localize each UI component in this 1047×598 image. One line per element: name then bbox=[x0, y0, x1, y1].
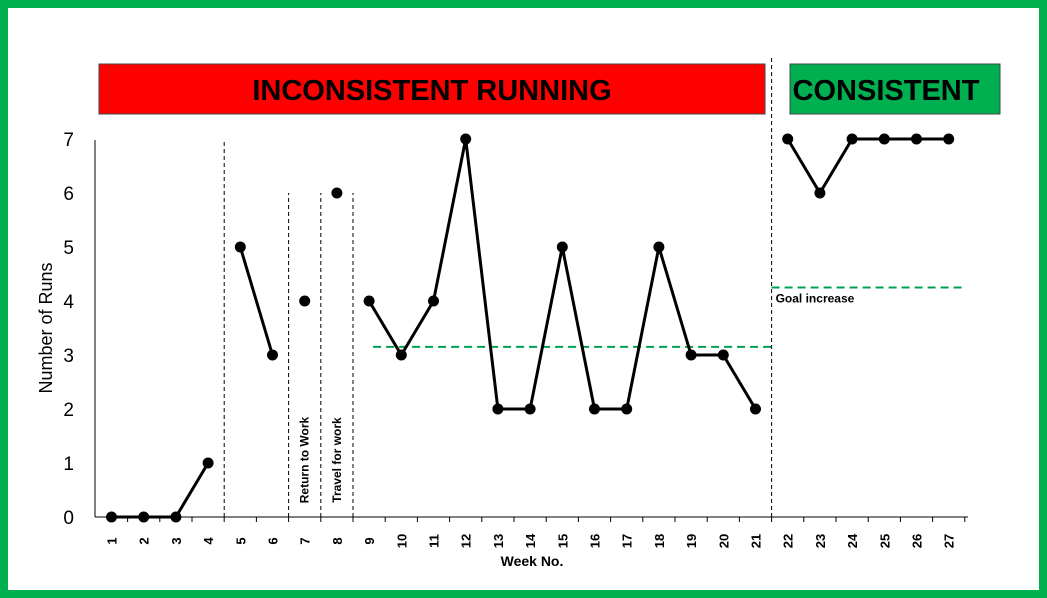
data-point bbox=[460, 133, 472, 145]
data-point bbox=[621, 403, 633, 415]
x-tick-label: 4 bbox=[201, 537, 216, 545]
x-tick-label: 12 bbox=[459, 534, 474, 548]
series-segment bbox=[367, 137, 757, 411]
x-tick-label: 18 bbox=[652, 534, 667, 548]
consistent-banner-label: CONSISTENT bbox=[793, 75, 980, 107]
y-tick-label: 5 bbox=[63, 238, 74, 259]
data-point bbox=[202, 457, 214, 469]
data-point bbox=[814, 187, 826, 199]
x-tick-label: 21 bbox=[749, 534, 764, 548]
data-point bbox=[138, 511, 150, 523]
x-tick-label: 27 bbox=[942, 534, 957, 548]
y-axis-title: Number of Runs bbox=[36, 262, 56, 393]
x-tick-label: 9 bbox=[362, 537, 377, 544]
data-point bbox=[846, 133, 858, 145]
data-point bbox=[428, 295, 439, 307]
consistent-banner: CONSISTENT bbox=[789, 63, 1001, 115]
reference-lines: Goal increase bbox=[373, 286, 964, 348]
y-tick-label: 4 bbox=[63, 292, 74, 313]
x-tick-label: 1 bbox=[105, 537, 120, 544]
data-point bbox=[170, 511, 182, 523]
x-tick-label: 6 bbox=[266, 537, 281, 544]
data-point bbox=[943, 133, 955, 145]
data-point bbox=[363, 295, 375, 307]
x-tick-label: 7 bbox=[298, 537, 313, 544]
x-tick-label: 13 bbox=[491, 534, 506, 548]
data-point bbox=[685, 349, 697, 361]
x-tick-label: 14 bbox=[523, 533, 538, 548]
data-point bbox=[911, 133, 922, 145]
phase-dividers bbox=[223, 58, 773, 517]
x-tick-label: 5 bbox=[233, 537, 248, 544]
x-tick-label: 19 bbox=[684, 534, 699, 548]
x-tick-labels: 1 2 3 4 5 6 7 8 9 10 11 12 13 14 15 16 17 18 19 20 21 22 23 24 2… bbox=[105, 517, 966, 548]
x-tick-label: 3 bbox=[169, 537, 184, 544]
consistent-banner-box bbox=[789, 63, 1001, 115]
data-point bbox=[267, 349, 278, 361]
x-tick-label: 23 bbox=[813, 534, 828, 548]
x-tick-label: 17 bbox=[620, 534, 635, 548]
x-tick-label: 11 bbox=[427, 534, 442, 548]
inconsistent-banner: INCONSISTENT RUNNING bbox=[98, 63, 766, 115]
data-point bbox=[750, 403, 761, 415]
y-tick-label: 0 bbox=[63, 508, 74, 529]
x-axis-title: Week No. bbox=[501, 553, 564, 569]
data-point bbox=[299, 295, 311, 307]
data-point bbox=[492, 403, 504, 415]
series-segment bbox=[238, 246, 274, 356]
inconsistent-banner-box bbox=[98, 63, 766, 115]
data-point bbox=[878, 133, 890, 145]
y-tick-label: 2 bbox=[63, 400, 74, 421]
goal-line-label: Goal increase bbox=[776, 292, 855, 306]
data-point bbox=[524, 403, 536, 415]
data-point bbox=[395, 349, 407, 361]
annotation-label: Travel for work bbox=[330, 417, 344, 503]
series-segment bbox=[786, 137, 949, 195]
x-tick-label: 22 bbox=[781, 534, 796, 548]
x-tick-label: 15 bbox=[555, 534, 570, 548]
x-tick-label: 20 bbox=[716, 534, 731, 548]
data-point bbox=[556, 241, 568, 253]
y-tick-label: 3 bbox=[63, 346, 74, 367]
x-tick-label: 24 bbox=[845, 533, 860, 548]
y-tick-labels: 0 1 2 3 4 5 6 7 bbox=[63, 130, 74, 529]
y-tick-label: 7 bbox=[63, 130, 74, 151]
data-point bbox=[782, 133, 794, 145]
data-point bbox=[653, 241, 665, 253]
y-tick-label: 6 bbox=[63, 184, 74, 205]
y-tick-label: 1 bbox=[63, 454, 74, 475]
data-point bbox=[106, 511, 117, 523]
inconsistent-banner-label: INCONSISTENT RUNNING bbox=[252, 75, 611, 107]
data-point bbox=[331, 187, 343, 199]
series-segment bbox=[111, 462, 210, 519]
x-tick-label: 26 bbox=[910, 534, 925, 548]
x-tick-label: 16 bbox=[588, 534, 603, 548]
data-point bbox=[717, 349, 729, 361]
data-point bbox=[234, 241, 246, 253]
x-tick-label: 8 bbox=[330, 537, 345, 544]
annotation-label: Return to Work bbox=[298, 416, 312, 503]
x-tick-label: 10 bbox=[394, 534, 409, 548]
annotations: Return to Work Travel for work bbox=[298, 416, 344, 503]
x-tick-label: 2 bbox=[137, 537, 152, 544]
data-point bbox=[589, 403, 600, 415]
x-tick-label: 25 bbox=[877, 534, 892, 548]
data-points bbox=[106, 133, 955, 523]
